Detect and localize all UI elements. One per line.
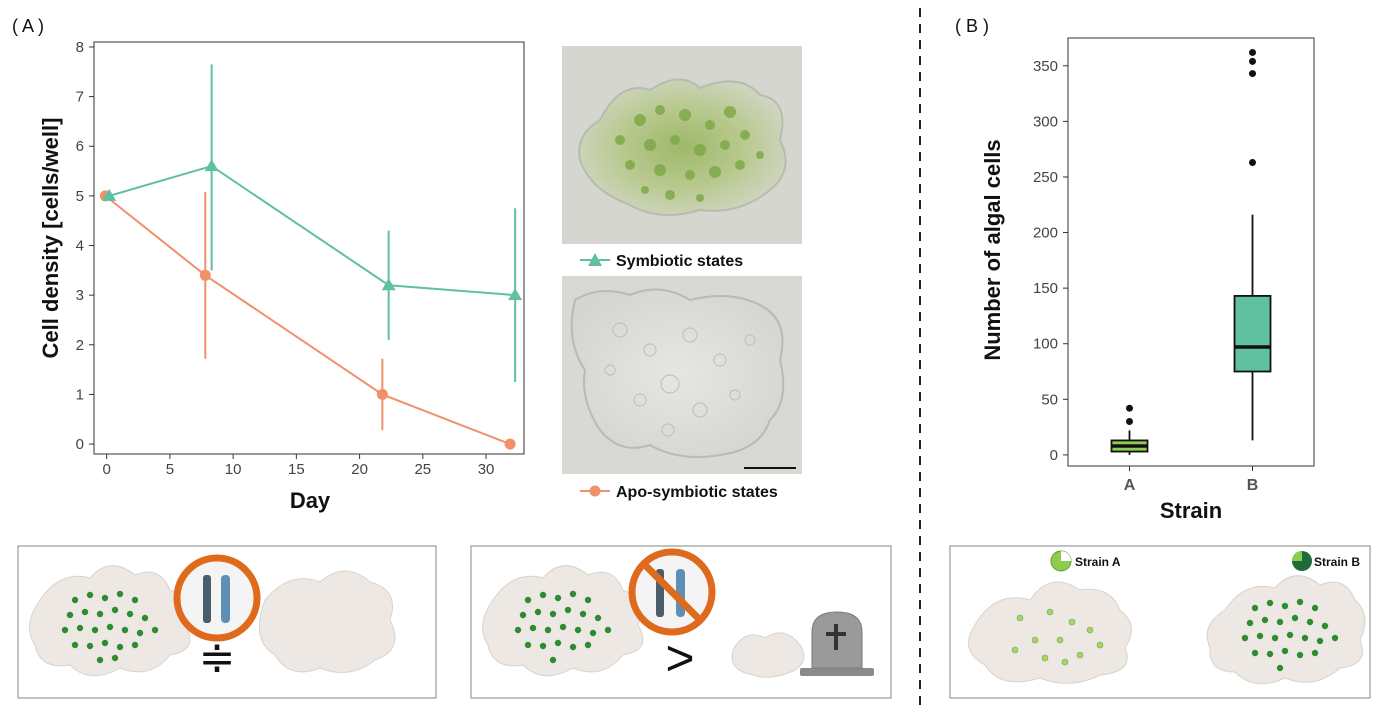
amoeba-symbiotic (29, 565, 191, 677)
legend-apo: Apo-symbiotic states (580, 484, 778, 501)
y-tick-label: 3 (76, 287, 84, 304)
y-tick-label: 300 (1033, 113, 1058, 130)
y-tick-label: 50 (1041, 391, 1058, 408)
x-tick-label: B (1247, 477, 1259, 494)
x-tick-label: 25 (414, 461, 431, 478)
fork-knife-icon (203, 575, 230, 623)
y-tick-label: 200 (1033, 225, 1058, 242)
y-tick-label: 7 (76, 89, 84, 106)
outlier-strain-a (1126, 418, 1133, 426)
x-tick-label: 10 (225, 461, 242, 478)
panel-b-label: ( B ) (955, 16, 989, 36)
y-tick-label: 150 (1033, 280, 1058, 297)
y-tick-label: 100 (1033, 336, 1058, 353)
box-strain-b (1233, 295, 1272, 373)
no-food-ring (173, 554, 261, 642)
greater-than-symbol: > (665, 630, 694, 686)
point-apo (376, 388, 388, 400)
amoeba-strain-b (1206, 575, 1366, 685)
y-tick-label: 1 (76, 386, 84, 403)
chart-b-frame (1067, 37, 1315, 467)
legend-symbiotic-label: Symbiotic states (616, 253, 743, 270)
chart-a-ylabel: Cell density [cells/well] (38, 118, 63, 359)
series-line-symbiotic (108, 165, 516, 297)
outlier-strain-b (1249, 70, 1256, 78)
point-symbiotic (508, 288, 523, 301)
outlier-strain-b (1249, 57, 1256, 65)
x-tick-label: 30 (478, 461, 495, 478)
y-tick-label: 4 (76, 238, 84, 255)
strain-a-label: Strain A (1075, 555, 1121, 569)
prohibition-slash (642, 562, 703, 623)
amoeba-symbiotic-2 (482, 565, 644, 677)
y-tick-label: 0 (76, 436, 84, 453)
y-tick-label: 6 (76, 138, 84, 155)
x-tick-label: A (1124, 477, 1136, 494)
chart-a-xlabel: Day (290, 488, 331, 513)
chart-b: 0 50 100 150 200 250 300 350 A B (1033, 48, 1272, 494)
panel-a-label: ( A ) (12, 16, 44, 36)
point-symbiotic (204, 159, 219, 172)
strain-b-label: Strain B (1314, 555, 1360, 569)
point-apo (199, 269, 211, 281)
chart-b-xlabel: Strain (1160, 498, 1222, 523)
outlier-strain-b (1249, 159, 1256, 167)
x-tick-label: 5 (166, 461, 174, 478)
amoeba-strain-a (967, 581, 1132, 684)
series-line-apo (104, 195, 511, 446)
illustration-strains: Strain A Strain B (949, 545, 1371, 699)
y-tick-label: 5 (76, 188, 84, 205)
tombstone-icon (800, 611, 874, 676)
outlier-strain-a (1126, 404, 1133, 412)
apo-symbiotic-micrograph (562, 276, 802, 474)
chart-a-frame (93, 41, 525, 455)
amoeba-apo (258, 570, 396, 673)
chart-b-ylabel: Number of algal cells (980, 139, 1005, 360)
legend-symbiotic: Symbiotic states (580, 253, 743, 270)
y-tick-label: 0 (1050, 447, 1058, 464)
y-tick-label: 350 (1033, 58, 1058, 75)
point-symbiotic (381, 278, 396, 291)
illustration-feeding-equal: ≑ (17, 545, 437, 699)
illustration-feeding-greater: > (470, 545, 892, 699)
y-tick-label: 8 (76, 39, 84, 56)
x-tick-label: 0 (102, 461, 110, 478)
point-apo (504, 438, 516, 450)
x-tick-label: 20 (351, 461, 368, 478)
y-tick-label: 2 (76, 337, 84, 354)
symbiotic-micrograph (562, 46, 802, 244)
legend-apo-label: Apo-symbiotic states (616, 484, 778, 501)
chart-a: 0 5 10 15 20 25 30 0 1 2 3 4 5 6 7 8 (76, 39, 523, 478)
approx-equal-symbol: ≑ (199, 633, 236, 682)
outlier-strain-b (1249, 48, 1256, 56)
shrunk-amoeba (731, 632, 805, 678)
y-tick-label: 250 (1033, 169, 1058, 186)
x-tick-label: 15 (288, 461, 305, 478)
point-symbiotic (102, 188, 117, 201)
